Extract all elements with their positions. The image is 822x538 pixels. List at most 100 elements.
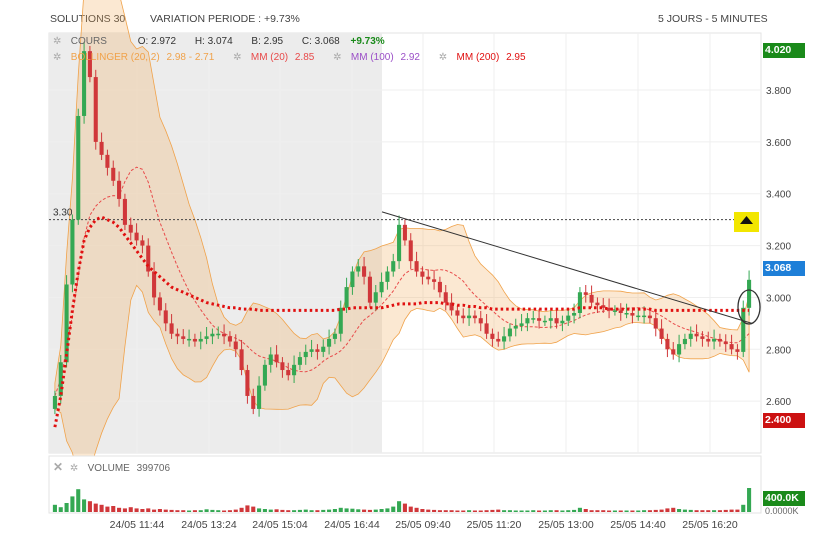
candle: [222, 324, 227, 345]
volume-bar: [344, 508, 349, 512]
x-tick-label: 24/05 13:24: [181, 519, 237, 531]
period-selector[interactable]: 5 JOURS - 5 MINUTES: [658, 13, 768, 25]
gear-icon[interactable]: ✲: [333, 52, 342, 63]
candle: [105, 149, 110, 176]
close-icon[interactable]: ✕: [53, 460, 64, 474]
candle: [187, 329, 192, 347]
candle: [747, 270, 752, 316]
low-value: B: 2.95: [251, 36, 284, 47]
candle: [169, 314, 174, 339]
price-tag-last: 3.068: [763, 261, 805, 276]
volume-bar: [723, 509, 728, 512]
candle: [700, 331, 705, 347]
candle: [688, 326, 693, 347]
candle: [76, 108, 81, 225]
volume-bar: [391, 506, 396, 512]
volume-bar: [688, 509, 693, 512]
bollinger-label[interactable]: BOLLINGER (20, 2): [70, 52, 160, 63]
candle: [484, 314, 489, 339]
candle: [82, 41, 87, 124]
volume-bar: [712, 510, 717, 512]
volume-bar: [99, 504, 104, 512]
candle: [262, 359, 267, 391]
volume-bar: [496, 509, 501, 512]
x-tick-label: 24/05 11:44: [110, 519, 165, 531]
volume-bar: [327, 509, 332, 512]
volume-bar: [76, 489, 81, 512]
candle: [379, 272, 384, 298]
candle: [391, 253, 396, 277]
candle: [437, 276, 442, 298]
gear-icon[interactable]: ✲: [233, 52, 242, 63]
candle: [432, 269, 437, 290]
candle: [402, 219, 407, 246]
y-tick-label: 3.600: [766, 138, 791, 149]
volume-bar: [216, 510, 221, 512]
volume-bar: [163, 509, 168, 512]
previous-session-shade: [49, 33, 382, 453]
volume-bar: [566, 510, 571, 512]
mm200-label[interactable]: MM (200): [456, 52, 500, 63]
gear-icon[interactable]: ✲: [438, 52, 448, 63]
candle: [420, 266, 425, 285]
candle: [554, 308, 559, 329]
candle: [729, 334, 734, 355]
volume-bar: [321, 509, 326, 512]
mm20-label[interactable]: MM (20): [250, 52, 289, 63]
volume-bar: [338, 507, 343, 512]
volume-bar: [309, 510, 314, 512]
candle: [408, 233, 413, 269]
volume-bar: [356, 509, 361, 512]
volume-bar: [671, 507, 676, 512]
candle: [373, 285, 378, 311]
volume-bar: [653, 509, 658, 512]
volume-bar: [741, 504, 746, 512]
gear-icon[interactable]: ✲: [69, 463, 79, 474]
candle: [292, 355, 297, 383]
mm100-label[interactable]: MM (100): [350, 52, 394, 63]
gear-icon[interactable]: ✲: [53, 36, 62, 47]
volume-bar: [426, 509, 431, 512]
candle: [146, 238, 151, 277]
volume-bar: [350, 508, 355, 512]
volume-bar: [169, 509, 174, 512]
gear-icon[interactable]: ✲: [53, 52, 62, 63]
candle: [572, 303, 577, 324]
volume-bar: [367, 509, 372, 512]
volume-bar: [519, 510, 524, 512]
x-tick-label: 25/05 09:40: [395, 519, 451, 531]
volume-bar: [181, 510, 186, 512]
candle: [682, 333, 687, 350]
bollinger-values: 2.98 - 2.71: [166, 52, 215, 63]
candle: [175, 328, 180, 345]
volume-bar: [507, 510, 512, 512]
volume-bar: [111, 506, 116, 512]
volume-value: 399706: [136, 463, 171, 474]
candle: [70, 214, 75, 293]
candle: [472, 310, 477, 324]
close-value: C: 3.068: [301, 36, 340, 47]
candle: [257, 376, 262, 417]
candle: [712, 329, 717, 350]
instrument-name: SOLUTIONS 30: [50, 13, 126, 25]
candle: [321, 339, 326, 358]
volume-bar: [262, 509, 267, 512]
candle: [117, 171, 122, 207]
volume-bar: [175, 510, 180, 512]
volume-bar: [134, 508, 139, 512]
candle: [601, 297, 606, 313]
volume-bar: [210, 509, 215, 512]
volume-bar: [70, 496, 75, 512]
candle: [356, 259, 361, 277]
volume-bar: [280, 509, 285, 512]
candle: [274, 345, 279, 368]
candle: [239, 339, 244, 376]
volume-bar: [187, 510, 192, 512]
volume-bar: [286, 510, 291, 512]
candle: [64, 275, 69, 368]
volume-area: [48, 455, 762, 514]
volume-bar: [607, 510, 612, 512]
volume-bar: [682, 509, 687, 512]
volume-bar: [624, 510, 629, 512]
